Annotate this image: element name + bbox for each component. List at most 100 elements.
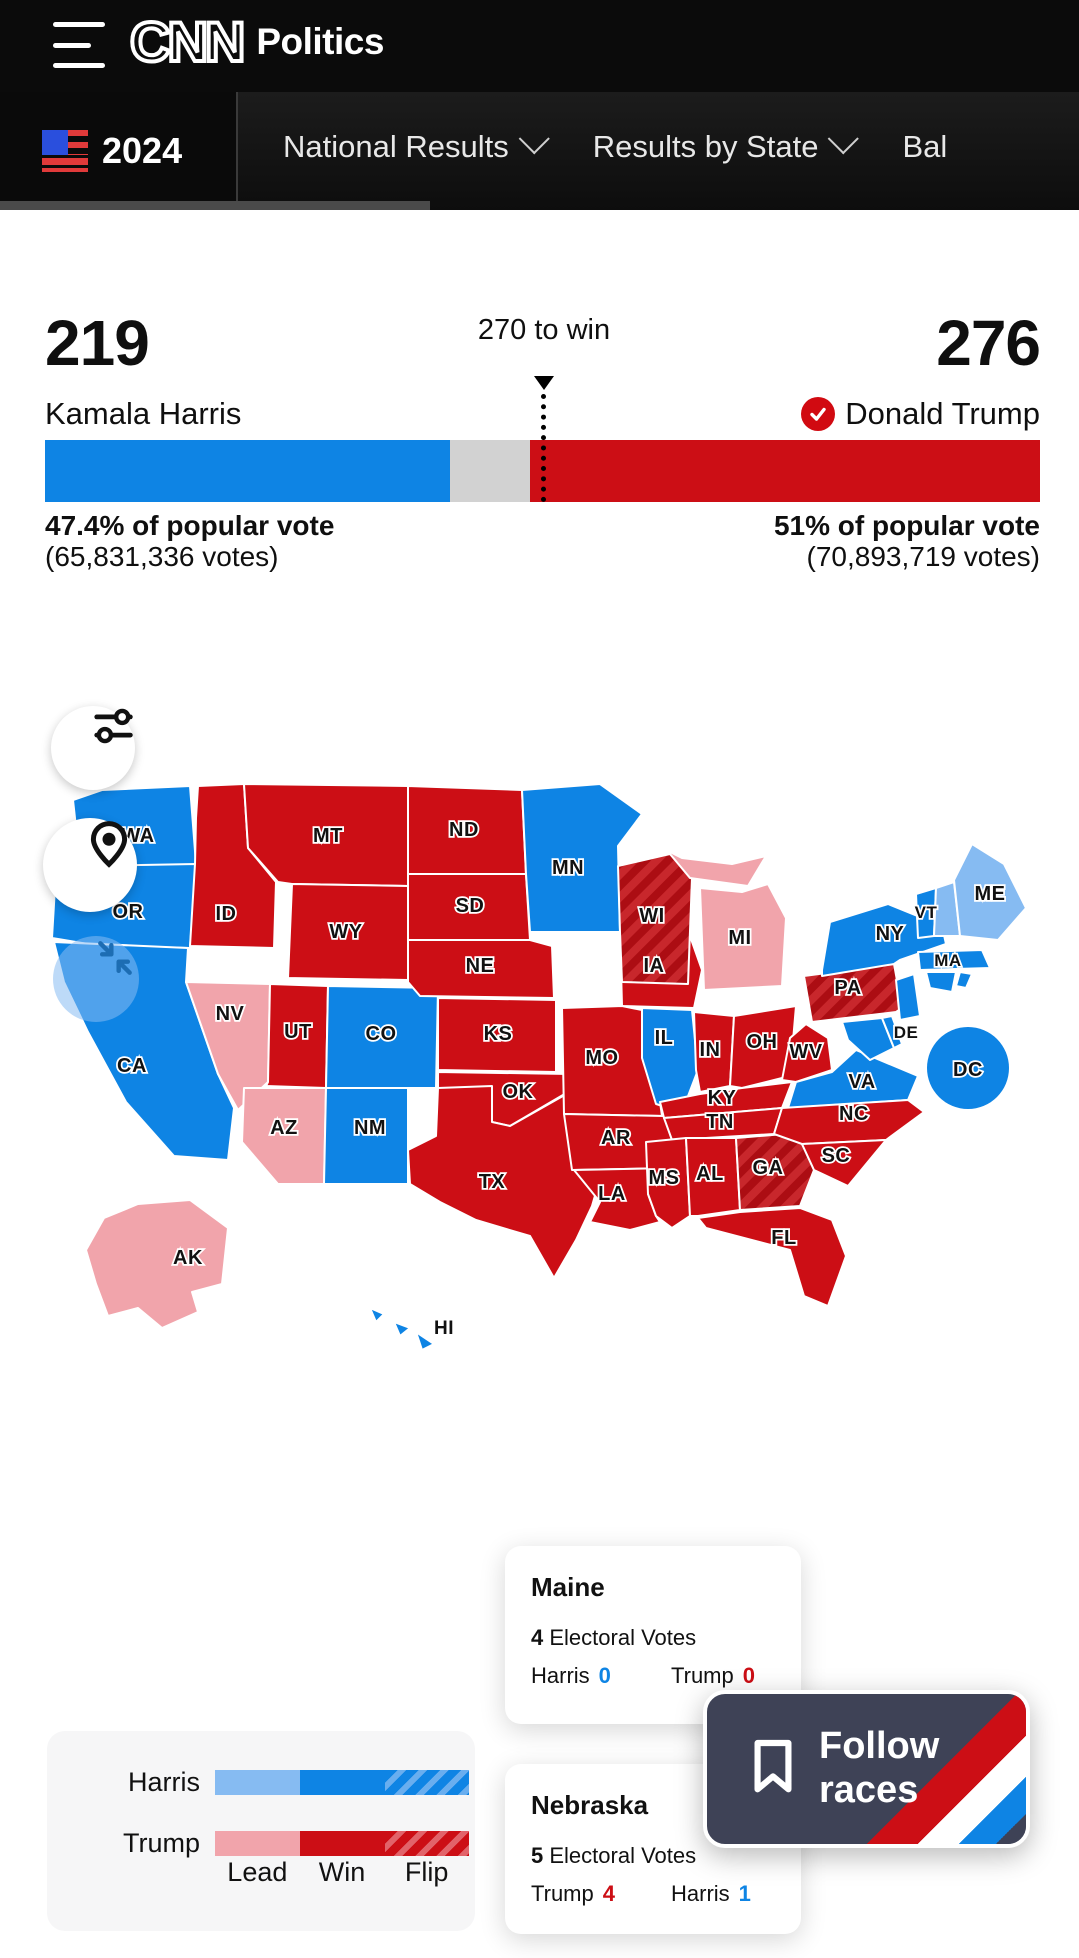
map-locate-button[interactable] (43, 818, 137, 912)
state-hi[interactable] (369, 1307, 385, 1323)
map-collapse-button[interactable] (53, 936, 139, 1022)
hamburger-menu-icon[interactable] (53, 22, 105, 68)
nav-item-ballot[interactable]: Bal (902, 129, 948, 164)
state-label-id: ID (216, 903, 237, 925)
state-hi[interactable] (393, 1321, 411, 1337)
state-label-pa: PA (834, 977, 861, 999)
brand[interactable]: CNN Politics (128, 10, 384, 73)
state-fl[interactable] (697, 1207, 847, 1307)
location-pin-icon (90, 821, 128, 868)
harris-name: Kamala Harris (45, 396, 242, 431)
state-label-dc: DC (953, 1059, 983, 1081)
legend-categories: Lead Win Flip (227, 1857, 449, 1887)
state-ak[interactable] (85, 1199, 229, 1329)
state-label-de: DE (894, 1023, 919, 1042)
state-ct[interactable] (925, 971, 957, 993)
map-filter-button[interactable] (51, 706, 135, 790)
follow-races-button[interactable]: Follow races (703, 1690, 1030, 1848)
trump-popular-pct: 51% of popular vote (773, 510, 1040, 541)
state-label-tx: TX (479, 1171, 506, 1193)
state-label-nm: NM (354, 1117, 386, 1139)
state-dc[interactable] (927, 1027, 1009, 1109)
winner-check-icon (801, 397, 836, 431)
state-sc[interactable] (801, 1139, 887, 1187)
state-label-ne: NE (466, 955, 495, 977)
nav-year-label: 2024 (102, 130, 183, 171)
state-label-mn: MN (552, 857, 584, 879)
chevron-down-icon (828, 123, 860, 155)
harris-popular-pct: 47.4% of popular vote (45, 510, 335, 541)
tooltip-ev-line: 4 Electoral Votes (531, 1625, 697, 1650)
election-nav: 2024 National Results Results by State B… (0, 92, 1079, 210)
state-label-hi: HI (434, 1318, 454, 1339)
state-label-ak: AK (173, 1247, 203, 1269)
us-flag-icon (42, 130, 88, 172)
state-label-mo: MO (585, 1047, 618, 1069)
state-label-nv: NV (216, 1003, 245, 1025)
nav-scrollbar-thumb[interactable] (0, 201, 430, 210)
state-mi[interactable] (637, 835, 767, 887)
state-label-or: OR (113, 901, 144, 923)
state-al[interactable] (685, 1137, 741, 1217)
bookmark-icon (749, 1737, 797, 1802)
state-label-mt: MT (313, 825, 343, 847)
state-co[interactable] (325, 985, 439, 1089)
nav-2024-badge[interactable]: 2024 (0, 92, 236, 210)
state-label-ut: UT (284, 1021, 312, 1043)
top-header: CNN Politics (0, 0, 1079, 92)
state-ne[interactable] (407, 939, 555, 999)
state-label-sd: SD (456, 895, 485, 917)
state-nm[interactable] (323, 1087, 409, 1185)
politics-label: Politics (256, 21, 384, 62)
tooltip-title: Maine (531, 1572, 605, 1602)
map-legend: Harris Trump Lead Win Flip (47, 1731, 475, 1931)
cnn-logo: CNN (128, 10, 247, 73)
state-in[interactable] (693, 1011, 735, 1093)
state-label-ky: KY (708, 1087, 737, 1109)
state-hi[interactable] (415, 1331, 435, 1351)
state-de[interactable] (881, 1015, 903, 1049)
state-label-ms: MS (649, 1167, 680, 1189)
tooltip-results-row: Trump 4 Harris 1 (531, 1881, 751, 1906)
tooltip-title: Nebraska (531, 1790, 649, 1820)
state-az[interactable] (241, 1087, 327, 1185)
state-me[interactable] (953, 843, 1027, 941)
state-label-va: VA (848, 1071, 875, 1093)
state-label-ks: KS (484, 1023, 513, 1045)
state-ma[interactable] (917, 949, 991, 971)
legend-harris-label: Harris (128, 1767, 200, 1797)
state-label-wy: WY (329, 921, 362, 943)
state-label-ia: IA (644, 955, 665, 977)
trump-bar-segment (530, 440, 1040, 502)
state-label-in: IN (700, 1039, 721, 1061)
tooltip-ev-line: 5 Electoral Votes (531, 1843, 697, 1868)
harris-popular-votes: (65,831,336 votes) (45, 541, 279, 572)
state-label-ma: MA (934, 951, 961, 970)
nav-item-national-results[interactable]: National Results (283, 123, 550, 165)
maine-tooltip-card[interactable]: Maine 4 Electoral Votes Harris 0 Trump 0 (505, 1546, 801, 1724)
state-mi[interactable] (699, 883, 787, 991)
legend-harris-bar (215, 1770, 469, 1795)
state-nj[interactable] (895, 973, 921, 1021)
collapse-icon (98, 941, 132, 975)
state-label-fl: FL (771, 1227, 796, 1249)
state-label-ar: AR (601, 1127, 631, 1149)
follow-races-label: Follow races (819, 1725, 940, 1811)
electoral-vote-bar[interactable] (45, 440, 1040, 502)
threshold-marker-icon (534, 376, 554, 390)
state-ks[interactable] (437, 997, 557, 1073)
state-md[interactable] (841, 1017, 895, 1061)
state-ny[interactable] (821, 903, 947, 977)
threshold-label: 270 to win (477, 314, 611, 346)
state-ri[interactable] (955, 971, 973, 989)
trump-electoral-count: 276 (936, 307, 1041, 379)
legend-trump-label: Trump (122, 1828, 200, 1858)
state-oh[interactable] (729, 1005, 797, 1089)
state-tx[interactable] (407, 1085, 611, 1279)
filter-icon (94, 708, 133, 744)
state-label-tn: TN (706, 1111, 734, 1133)
state-label-ca: CA (117, 1055, 147, 1077)
nav-item-results-by-state[interactable]: Results by State (593, 123, 860, 165)
